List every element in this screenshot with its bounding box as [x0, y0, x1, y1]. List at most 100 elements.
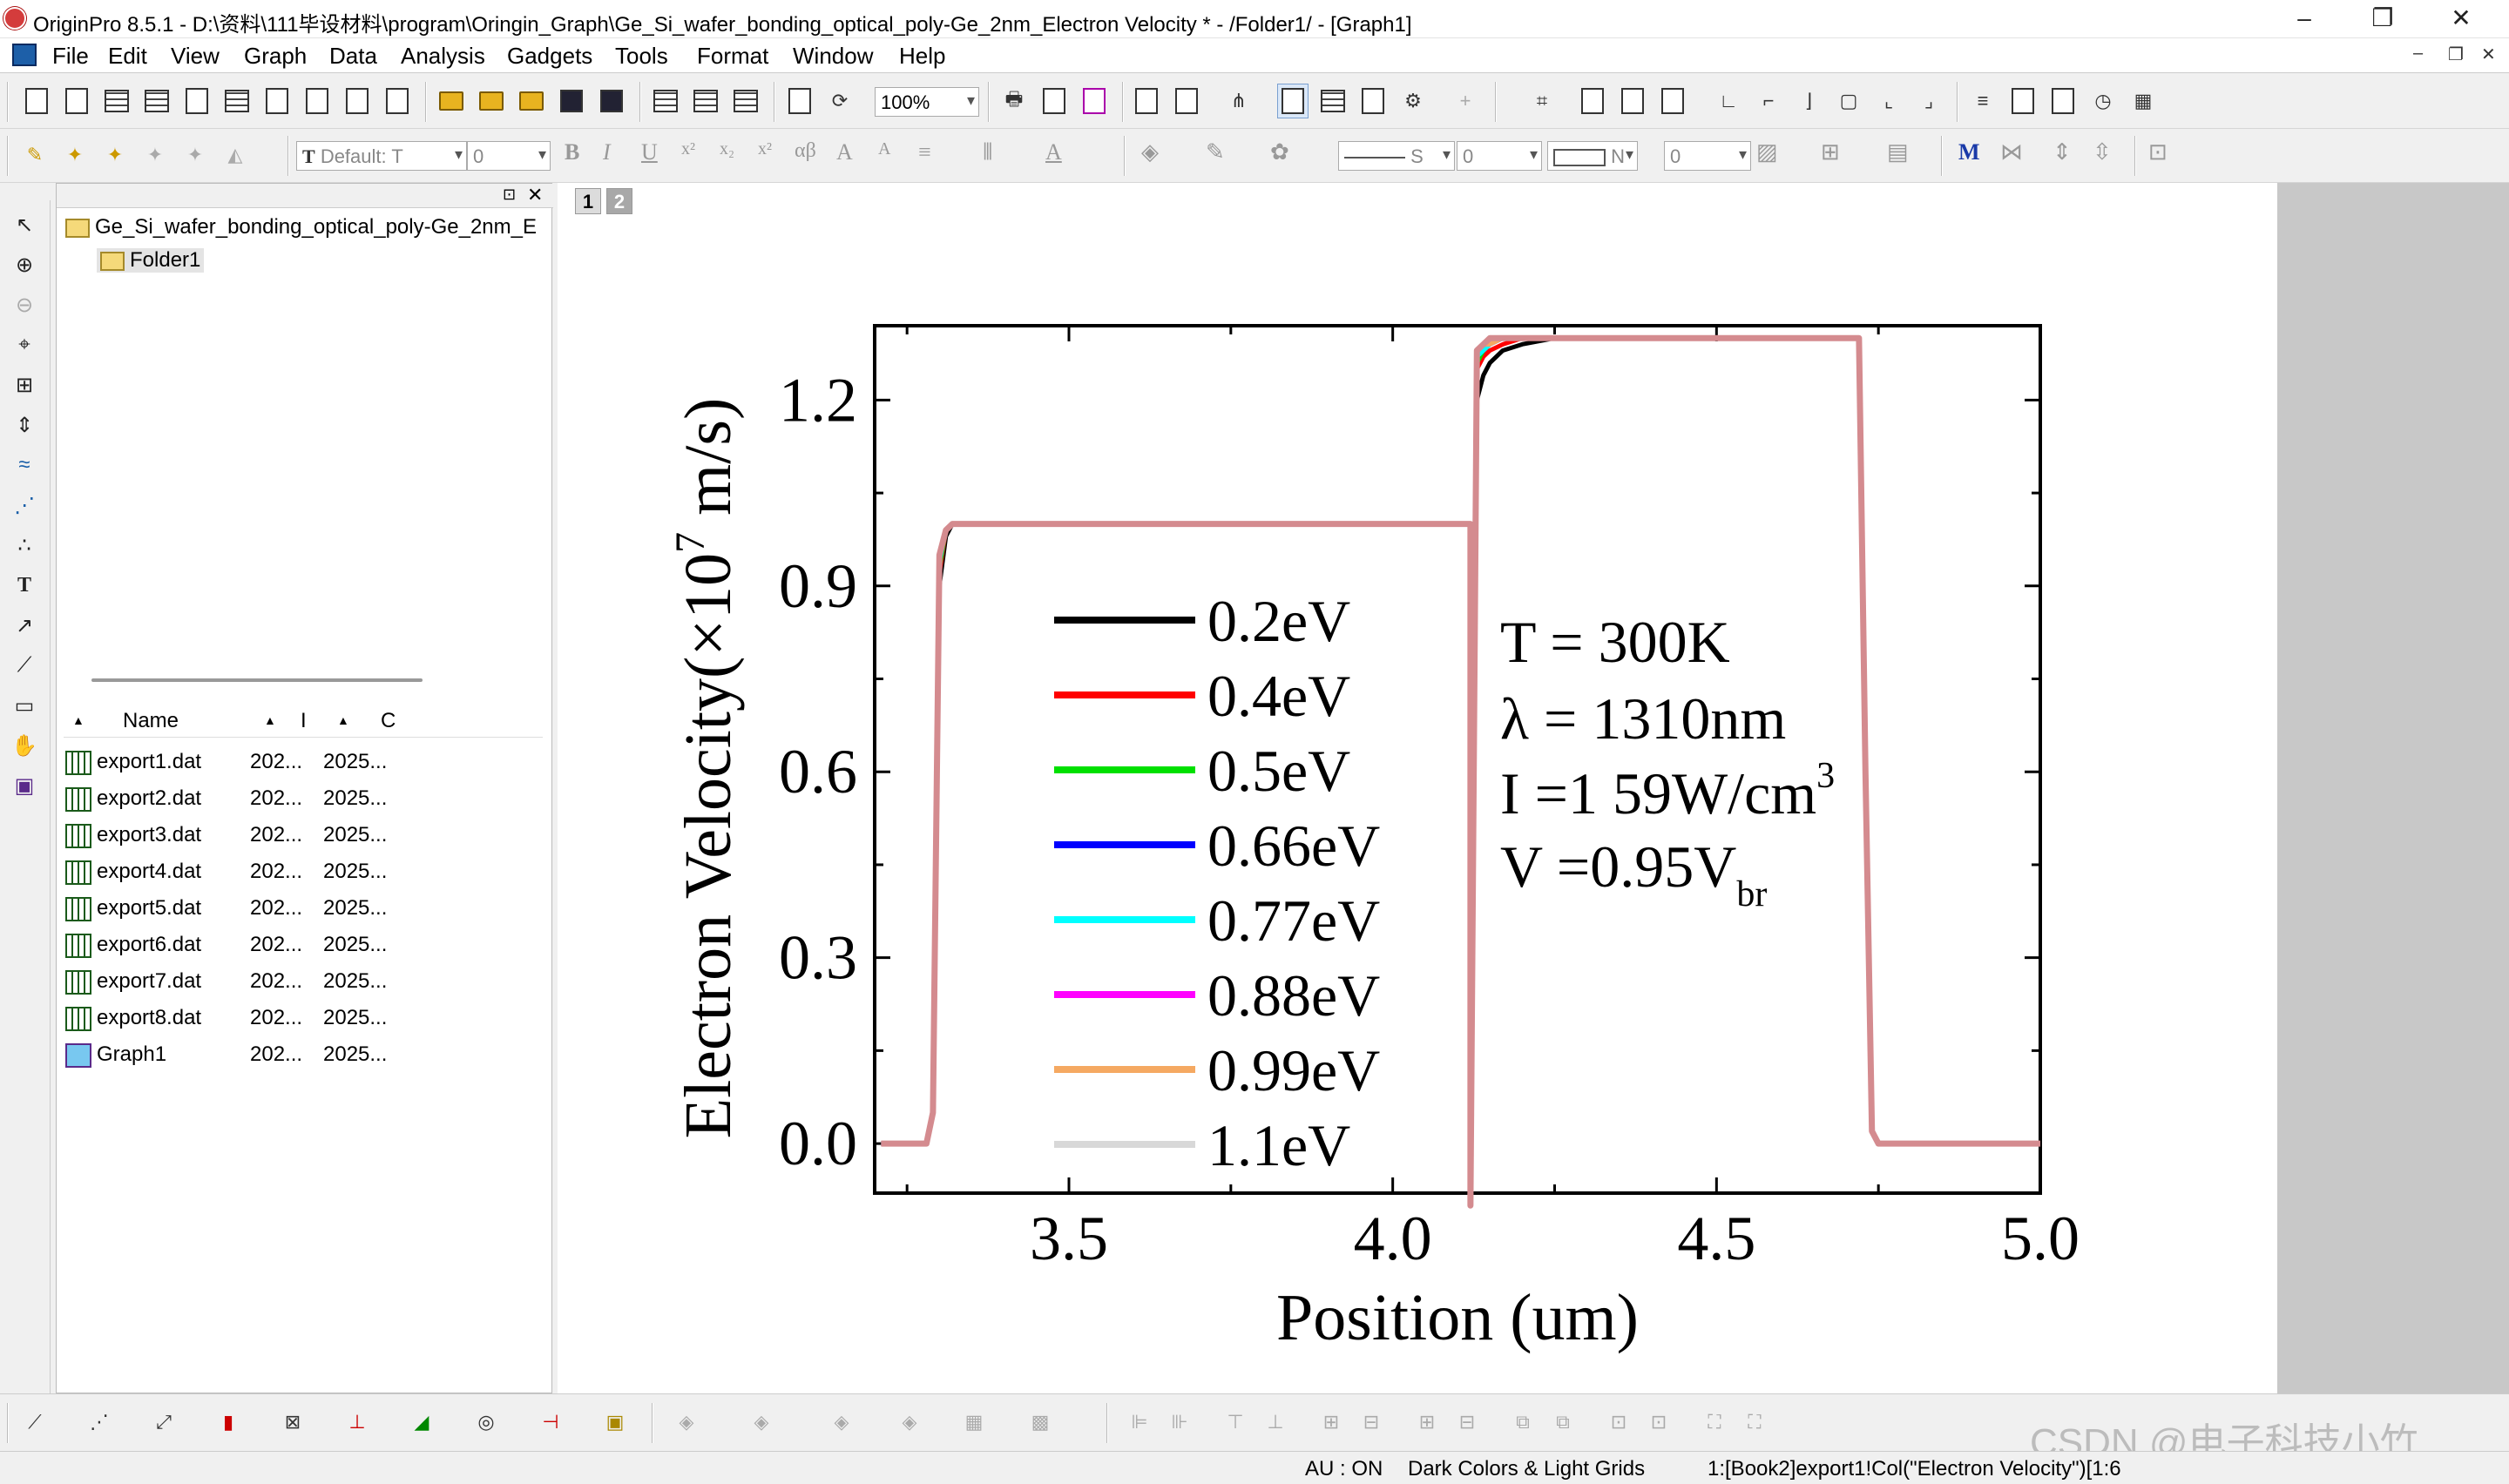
new-layout-icon[interactable]	[301, 84, 333, 118]
polar-plot-icon[interactable]: ◎	[477, 1411, 495, 1433]
supsub-icon[interactable]: x²	[758, 139, 772, 159]
pin-icon[interactable]: ⊡	[503, 186, 517, 203]
script-window-icon[interactable]	[1357, 84, 1389, 118]
frame-icon[interactable]: ⛶	[1708, 1411, 1721, 1433]
italic-icon[interactable]: I	[603, 139, 611, 165]
add-bottom-x-icon[interactable]	[1617, 84, 1648, 118]
merge-icon[interactable]	[2007, 84, 2039, 118]
file-list-item[interactable]: export4.dat 202... 2025...	[65, 860, 387, 894]
mdi-restore-button[interactable]: ❐	[2448, 45, 2464, 64]
import-wizard-icon[interactable]	[650, 84, 681, 118]
distribute-icon[interactable]: ⇳	[2093, 139, 2112, 165]
merge-graphs-icon[interactable]: M	[1958, 139, 1980, 165]
open-icon[interactable]	[436, 84, 467, 118]
new-excel-icon[interactable]	[141, 84, 172, 118]
file-list-item[interactable]: export5.dat 202... 2025...	[65, 896, 387, 931]
import-multiple-ascii-icon[interactable]	[730, 84, 761, 118]
split-icon[interactable]: ⋈	[2000, 139, 2023, 165]
data-reader-icon[interactable]: ⊞	[15, 373, 34, 397]
zoom-in-icon[interactable]: ⊕	[15, 253, 34, 277]
pattern-icon[interactable]: ✿	[1270, 139, 1289, 165]
mdi-minimize-button[interactable]: –	[2413, 44, 2424, 63]
project-explorer-icon[interactable]: ⋔	[1230, 90, 1248, 111]
same-width-icon[interactable]: ⊞	[1418, 1411, 1436, 1433]
new-notes-icon[interactable]	[342, 84, 373, 118]
menu-format[interactable]: Format	[697, 43, 769, 69]
font-select[interactable]: T Default: T ▾	[296, 141, 467, 171]
new-project-icon[interactable]	[21, 84, 52, 118]
rotate-text-icon[interactable]: ⦀	[983, 139, 993, 165]
align-top-icon[interactable]: ⊤	[1227, 1411, 1244, 1433]
menu-edit[interactable]: Edit	[108, 43, 147, 69]
zoom-select[interactable]: 100% ▾	[875, 87, 979, 117]
unframe-icon[interactable]: ⛶	[1748, 1411, 1762, 1433]
align-left-icon[interactable]: ⊫	[1131, 1411, 1148, 1433]
pointer-icon[interactable]: ↖	[15, 212, 34, 237]
menu-file[interactable]: File	[52, 43, 89, 69]
add-inset-icon[interactable]	[1657, 84, 1688, 118]
axis-lt-icon[interactable]: ⌞	[1883, 90, 1894, 111]
align-right-icon[interactable]: ⊪	[1171, 1411, 1188, 1433]
rectangle-tool-icon[interactable]: ▭	[14, 693, 35, 718]
3d-scatter-icon[interactable]: ◈	[834, 1411, 849, 1433]
new-workbook-icon[interactable]	[101, 84, 132, 118]
greek-icon[interactable]: αβ	[795, 139, 816, 162]
align-bottom-icon[interactable]: ⊥	[1267, 1411, 1284, 1433]
ungroup-icon[interactable]: ⊡	[1650, 1411, 1667, 1433]
error-bar-icon[interactable]: ⊥	[348, 1411, 366, 1433]
file-list-item[interactable]: export3.dat 202... 2025...	[65, 823, 387, 858]
hi-lo-plot-icon[interactable]: ⊣	[542, 1411, 559, 1433]
font-size-select[interactable]: 0 ▾	[467, 141, 551, 171]
mdi-close-button[interactable]: ✕	[2481, 45, 2496, 64]
close-icon[interactable]: ✕	[527, 184, 544, 206]
data-selector-icon[interactable]: ✦	[106, 144, 124, 165]
new-function-plot-icon[interactable]	[382, 84, 413, 118]
bold-icon[interactable]: B	[565, 139, 580, 165]
folder1-item[interactable]: Folder1	[97, 248, 205, 273]
duplicate-icon[interactable]	[784, 84, 815, 118]
new-matrix-icon[interactable]	[221, 84, 253, 118]
table-icon[interactable]: ▦	[2134, 90, 2153, 111]
decrease-font-icon[interactable]: A	[878, 139, 891, 159]
results-log-icon[interactable]	[1171, 84, 1202, 118]
zoom-window-icon[interactable]	[1277, 84, 1309, 118]
axis-box-icon[interactable]: ▢	[1839, 90, 1858, 111]
increase-font-icon[interactable]: A	[836, 139, 853, 165]
import-single-ascii-icon[interactable]	[690, 84, 721, 118]
scatter-plot-icon[interactable]: ⋰	[90, 1411, 109, 1433]
file-list-item[interactable]: export1.dat 202... 2025...	[65, 750, 387, 785]
menu-gadgets[interactable]: Gadgets	[507, 43, 593, 69]
col-c[interactable]: C	[381, 709, 396, 732]
font-color-icon[interactable]: A	[1045, 139, 1062, 165]
hatch-icon[interactable]: ▨	[1756, 139, 1778, 165]
3d-surface-icon[interactable]: ◈	[679, 1411, 694, 1433]
table-format-icon[interactable]: ▤	[1887, 139, 1909, 165]
data-selector-icon[interactable]: ⇕	[15, 413, 34, 437]
extract-icon[interactable]	[2047, 84, 2079, 118]
image-plot-icon[interactable]: ▩	[1031, 1411, 1050, 1433]
menu-tools[interactable]: Tools	[615, 43, 668, 69]
page-tab-1[interactable]: 1	[575, 188, 601, 214]
contour-icon[interactable]: ▦	[964, 1411, 984, 1433]
superscript-icon[interactable]: x²	[681, 139, 695, 159]
menu-window[interactable]: Window	[793, 43, 874, 69]
new-graph-icon[interactable]	[181, 84, 213, 118]
file-list-item[interactable]: Graph1 202... 2025...	[65, 1042, 387, 1077]
code-builder-icon[interactable]	[1131, 84, 1162, 118]
mask-swap-icon[interactable]: ◭	[227, 144, 243, 165]
menu-data[interactable]: Data	[329, 43, 377, 69]
file-list-item[interactable]: export2.dat 202... 2025...	[65, 786, 387, 821]
area-plot-icon[interactable]: ◢	[414, 1411, 429, 1433]
stack-icon[interactable]: ≡	[1977, 90, 1989, 111]
file-list-item[interactable]: export7.dat 202... 2025...	[65, 969, 387, 1004]
grid-icon[interactable]: ⊞	[1821, 139, 1840, 165]
file-list-item[interactable]: export6.dat 202... 2025...	[65, 933, 387, 968]
open-excel-icon[interactable]	[516, 84, 547, 118]
line-tool-icon[interactable]: ⟋	[17, 653, 32, 677]
draw-data-icon[interactable]: ≈	[18, 453, 30, 476]
close-button[interactable]: ✕	[2451, 4, 2472, 31]
add-top-x-icon[interactable]	[1577, 84, 1608, 118]
line-width-select[interactable]: 0 ▾	[1457, 141, 1542, 171]
clock-icon[interactable]: ◷	[2094, 90, 2112, 111]
send-back-icon[interactable]: ⧉	[1556, 1411, 1570, 1433]
